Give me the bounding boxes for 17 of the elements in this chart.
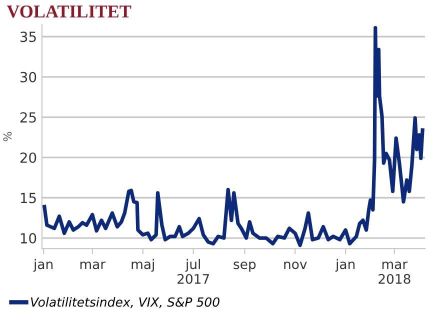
y-tick-label: 35 xyxy=(20,32,36,42)
chart-title: VOLATILITET xyxy=(6,5,132,18)
y-tick-label: 30 xyxy=(20,72,36,82)
y-tick-label: 25 xyxy=(20,112,36,123)
x-tick-label: nov xyxy=(284,262,307,270)
x-tick-label: jul 2017 xyxy=(178,258,210,284)
y-tick-label: 10 xyxy=(20,233,36,244)
y-tick-label: 15 xyxy=(20,192,36,204)
x-tick-label: sep xyxy=(234,262,256,272)
x-tick-label: maj xyxy=(132,258,154,272)
x-tick-label: mar xyxy=(80,262,106,270)
legend-label: Volatilitetsindex, VIX, S&P 500 xyxy=(30,297,220,308)
x-tick-label: jan xyxy=(335,258,355,272)
y-axis-title: % xyxy=(3,132,12,142)
y-tick-label: 20 xyxy=(20,152,36,163)
x-tick-label: jan xyxy=(33,258,53,272)
x-tick-label: mar 2018 xyxy=(378,262,410,284)
